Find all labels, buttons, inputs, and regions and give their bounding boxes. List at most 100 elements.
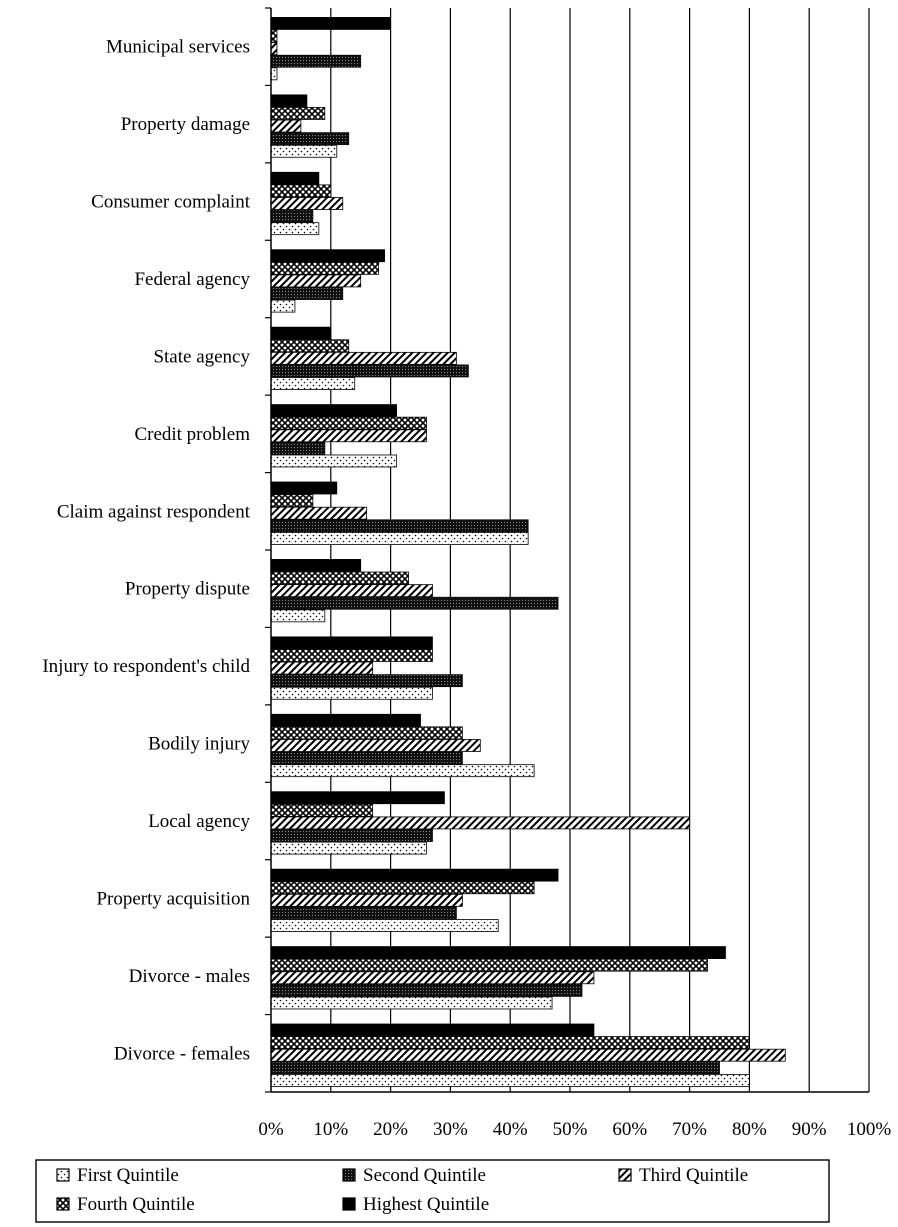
category-label: Credit problem [134, 424, 250, 445]
bar [270, 686, 433, 700]
bars [270, 17, 786, 1087]
bar [270, 184, 332, 198]
legend-swatch [342, 1197, 356, 1211]
legend-label: Highest Quintile [363, 1194, 489, 1215]
axes [265, 7, 869, 1093]
category-label: Federal agency [134, 269, 250, 290]
bar [270, 1074, 750, 1087]
bar [270, 596, 559, 610]
category-label: Local agency [148, 811, 250, 832]
x-tick-label: 100% [847, 1119, 892, 1140]
bar [270, 983, 583, 997]
bar [270, 197, 344, 210]
bar [270, 29, 278, 43]
bar [270, 971, 595, 985]
bar [270, 209, 314, 223]
category-label: Property dispute [125, 579, 250, 600]
bar [270, 519, 529, 533]
category-label: Property damage [121, 114, 250, 135]
category-label: Divorce - males [129, 966, 250, 987]
grid-lines [330, 8, 870, 1092]
category-label: Bodily injury [148, 734, 250, 755]
legend-box [35, 1159, 830, 1223]
bar [270, 609, 326, 623]
bar [270, 881, 535, 895]
x-tick-label: 90% [792, 1119, 827, 1140]
bar [270, 481, 338, 495]
legend-label: Second Quintile [363, 1165, 486, 1186]
bar [270, 661, 374, 675]
bar [270, 726, 463, 740]
bar [270, 132, 350, 146]
bar [270, 351, 457, 365]
bar [270, 274, 362, 288]
legend-swatch [618, 1168, 632, 1182]
bar [270, 94, 308, 108]
bar [270, 1023, 595, 1037]
bar [270, 868, 559, 882]
bar [270, 636, 433, 650]
bar [270, 494, 314, 508]
category-label: Consumer complaint [91, 192, 251, 213]
bar [270, 816, 691, 830]
bar [270, 67, 278, 81]
category-label: State agency [153, 346, 250, 367]
x-tick-label: 70% [672, 1119, 707, 1140]
bar [270, 791, 445, 805]
bar [270, 996, 553, 1010]
category-label: Property acquisition [96, 888, 250, 909]
bar [270, 559, 362, 572]
bar [270, 364, 469, 378]
bar [270, 506, 368, 520]
bar [270, 339, 350, 353]
bar [270, 1048, 786, 1062]
x-tick-label: 40% [493, 1119, 528, 1140]
tick-labels: 0% 10% 20% 30% 40% 50% 60% 70% 80% 90% 100% [258, 1119, 891, 1140]
category-label: Divorce - females [114, 1043, 250, 1064]
x-tick-label: 30% [433, 1119, 468, 1140]
bar [270, 674, 463, 688]
bar [270, 54, 362, 68]
bar [270, 454, 397, 468]
bar [270, 584, 433, 598]
bar [270, 946, 726, 959]
bar [270, 713, 421, 727]
bar [270, 906, 457, 920]
bar [270, 532, 529, 545]
category-label: Claim against respondent [57, 501, 251, 522]
bar [270, 739, 481, 752]
bar [270, 249, 386, 263]
bar [270, 261, 380, 275]
bar [270, 829, 433, 842]
x-tick-label: 0% [258, 1119, 284, 1140]
bar [270, 416, 427, 430]
legend-label: Third Quintile [639, 1165, 748, 1186]
legend-swatch [56, 1197, 70, 1211]
bar [270, 919, 499, 932]
bar [270, 171, 320, 185]
bar [270, 1061, 720, 1075]
legend-swatch [56, 1168, 70, 1182]
x-tick-label: 80% [732, 1119, 767, 1140]
bar [270, 119, 302, 133]
bar [270, 429, 427, 443]
x-tick-label: 60% [612, 1119, 647, 1140]
bar [270, 144, 338, 158]
legend: First Quintile Second Quintile Third Quint… [35, 1159, 830, 1223]
bar [270, 326, 332, 340]
bar [270, 649, 433, 662]
x-tick-label: 20% [373, 1119, 408, 1140]
bar [270, 1036, 750, 1049]
legend-label: First Quintile [77, 1165, 179, 1186]
bar [270, 803, 374, 817]
legend-swatch [342, 1168, 356, 1182]
bar [270, 751, 463, 765]
bar [270, 42, 278, 56]
bar [270, 404, 397, 417]
bar [270, 107, 326, 120]
bar [270, 441, 326, 455]
bar [270, 571, 409, 585]
x-tick-label: 10% [313, 1119, 348, 1140]
bar [270, 958, 708, 972]
